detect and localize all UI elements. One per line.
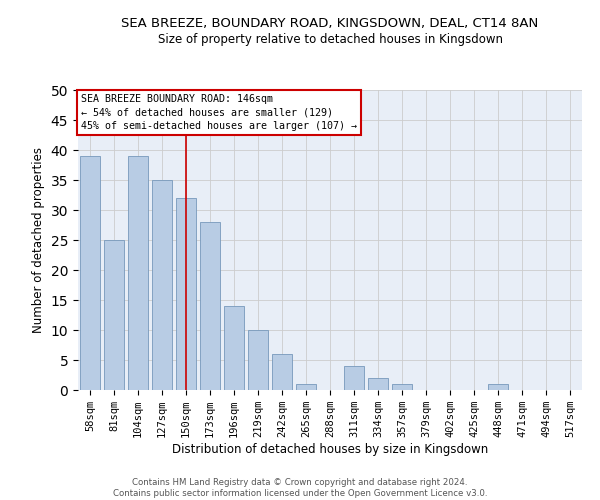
Bar	[128, 156, 148, 390]
Bar	[296, 384, 316, 390]
Bar	[152, 180, 172, 390]
Bar	[248, 330, 268, 390]
Bar	[272, 354, 292, 390]
Text: Size of property relative to detached houses in Kingsdown: Size of property relative to detached ho…	[157, 32, 503, 46]
Text: Contains HM Land Registry data © Crown copyright and database right 2024.
Contai: Contains HM Land Registry data © Crown c…	[113, 478, 487, 498]
Bar	[224, 306, 244, 390]
Text: SEA BREEZE BOUNDARY ROAD: 146sqm
← 54% of detached houses are smaller (129)
45% : SEA BREEZE BOUNDARY ROAD: 146sqm ← 54% o…	[80, 94, 356, 131]
Bar	[200, 222, 220, 390]
Bar	[368, 378, 388, 390]
Bar	[392, 384, 412, 390]
Bar	[344, 366, 364, 390]
Bar	[488, 384, 508, 390]
Y-axis label: Number of detached properties: Number of detached properties	[32, 147, 45, 333]
Bar	[104, 240, 124, 390]
X-axis label: Distribution of detached houses by size in Kingsdown: Distribution of detached houses by size …	[172, 443, 488, 456]
Bar	[176, 198, 196, 390]
Bar	[80, 156, 100, 390]
Text: SEA BREEZE, BOUNDARY ROAD, KINGSDOWN, DEAL, CT14 8AN: SEA BREEZE, BOUNDARY ROAD, KINGSDOWN, DE…	[121, 18, 539, 30]
